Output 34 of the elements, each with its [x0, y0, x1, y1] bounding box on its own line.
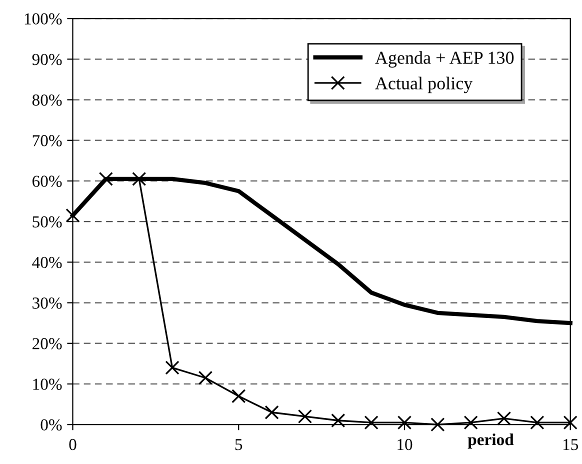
point	[331, 413, 346, 428]
point	[98, 172, 114, 186]
y-tick-label: 50%	[32, 216, 62, 228]
x-tick-label: 15	[563, 439, 578, 450]
x-tick-label: 0	[69, 438, 76, 450]
point	[530, 415, 544, 430]
y-tick-label: 20%	[32, 338, 62, 350]
point	[298, 409, 312, 424]
x-tick-label: 5	[235, 439, 242, 450]
y-tick-label: 90%	[32, 54, 62, 66]
point	[563, 415, 578, 430]
point	[66, 208, 80, 223]
x-tick-label: 10	[398, 438, 412, 450]
point	[198, 370, 213, 385]
point	[132, 172, 146, 186]
y-tick-label: 30%	[32, 297, 62, 309]
point	[364, 415, 378, 430]
y-tick-label: 100%	[24, 13, 62, 25]
y-tick-label: 40%	[32, 256, 62, 268]
point	[430, 417, 445, 432]
point	[464, 415, 478, 430]
point	[397, 415, 412, 430]
point	[165, 360, 180, 375]
y-tick-label: 0%	[40, 419, 62, 431]
point	[496, 411, 512, 426]
legend-label: Agenda + AEP 130	[375, 51, 514, 68]
y-tick-label: 80%	[32, 94, 62, 106]
y-tick-label: 70%	[32, 135, 62, 146]
y-tick-label: 10%	[33, 378, 62, 390]
y-tick-label: 60%	[32, 176, 62, 187]
point	[264, 405, 279, 420]
legend-label: Actual policy	[375, 76, 473, 94]
x-axis-title: period	[468, 433, 514, 449]
point	[232, 389, 246, 404]
